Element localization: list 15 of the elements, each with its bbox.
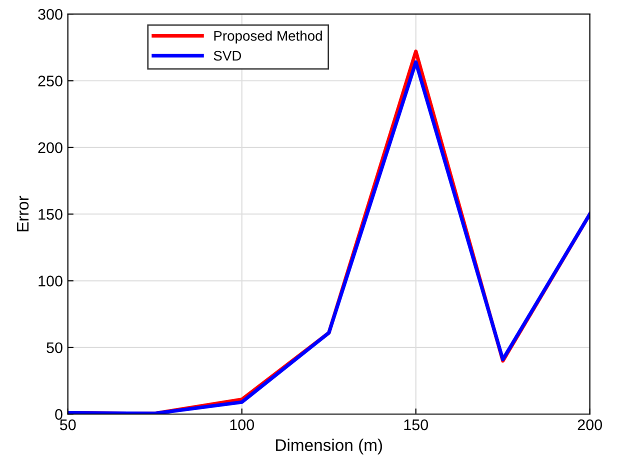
x-tick-label: 200 <box>578 419 602 430</box>
x-tick-label: 100 <box>230 419 254 430</box>
y-tick-label: 200 <box>38 142 62 154</box>
x-tick-label: 50 <box>60 419 76 430</box>
y-tick-label: 150 <box>38 208 62 220</box>
y-axis-title: Error <box>17 196 29 232</box>
x-tick-label: 150 <box>404 419 428 430</box>
y-tick-label: 100 <box>38 276 62 286</box>
legend-label: Proposed Method <box>214 30 322 44</box>
x-axis-title: Dimension (m) <box>276 438 382 454</box>
legend-label: SVD <box>214 50 242 61</box>
y-tick-label: 300 <box>38 8 62 20</box>
y-tick-label: 0 <box>55 408 62 420</box>
y-tick-label: 50 <box>46 342 62 354</box>
y-tick-label: 250 <box>38 76 62 86</box>
